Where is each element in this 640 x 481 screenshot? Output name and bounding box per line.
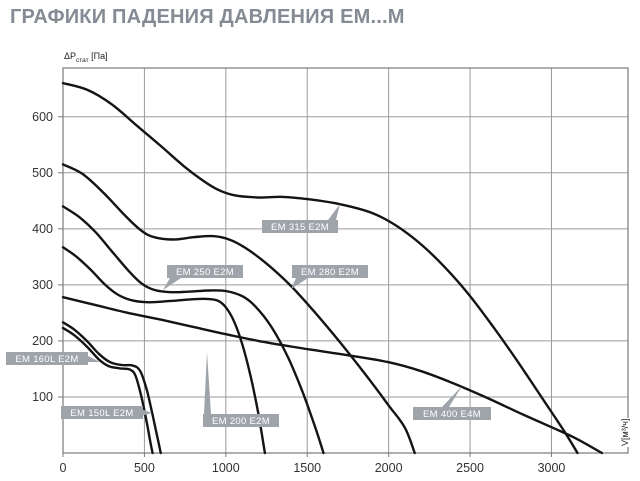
y-axis-label-symbol: ΔP	[64, 51, 77, 61]
callout-label-em-280-e2m: EM 280 E2M	[301, 267, 359, 278]
y-tick-label-200: 200	[32, 334, 53, 348]
callout-pointer-em-150l-e2m	[141, 409, 152, 416]
curve-em-200-e2m	[61, 246, 267, 455]
x-tick-label-1000: 1000	[212, 461, 240, 475]
callout-pointer-em-250-e2m	[163, 278, 181, 290]
y-axis-label-unit: [Па]	[88, 51, 108, 61]
callout-label-em-250-e2m: EM 250 E2M	[176, 267, 234, 278]
callout-label-em-315-e2m: EM 315 E2M	[271, 222, 329, 233]
callout-box-em-200-e2m	[203, 414, 279, 427]
curve-em-150l-e2m	[61, 326, 154, 455]
curve-em-280-e2m	[61, 163, 416, 455]
callout-box-em-250-e2m	[167, 265, 243, 278]
x-tick-label-500: 500	[134, 461, 155, 475]
callout-label-em-160l-e2m: EM 160L E2M	[15, 354, 78, 365]
x-tick-label-0: 0	[60, 461, 67, 475]
callout-pointer-em-315-e2m	[328, 204, 340, 220]
curve-em-160l-e2m	[61, 321, 162, 455]
y-axis-label-subscript: стат	[76, 56, 89, 64]
callout-label-em-150l-e2m: EM 150L E2M	[70, 408, 133, 419]
x-axis-label: V[м³/ч]	[620, 417, 630, 447]
x-tick-label-2500: 2500	[456, 461, 484, 475]
callout-box-em-315-e2m	[262, 220, 338, 233]
curve-em-250-e2m	[61, 205, 325, 455]
callout-box-em-280-e2m	[292, 265, 368, 278]
callout-box-em-400-e4m	[413, 407, 491, 420]
callout-label-em-200-e2m: EM 200 E2M	[212, 416, 270, 427]
plot-border	[62, 67, 629, 454]
x-tick-label-3000: 3000	[538, 461, 566, 475]
y-tick-label-100: 100	[32, 390, 53, 404]
y-tick-label-400: 400	[32, 222, 53, 236]
y-tick-label-600: 600	[32, 110, 53, 124]
callout-label-em-400-e4m: EM 400 E4M	[423, 409, 481, 420]
callout-box-em-150l-e2m	[61, 406, 143, 419]
callout-pointer-em-200-e2m	[204, 352, 211, 414]
callout-pointer-em-400-e4m	[442, 386, 462, 407]
x-tick-label-1500: 1500	[293, 461, 321, 475]
y-axis-label: ΔPстат [Па]	[62, 51, 110, 64]
y-tick-label-300: 300	[32, 278, 53, 292]
callout-box-em-160l-e2m	[6, 352, 88, 365]
callout-pointer-em-280-e2m	[291, 278, 308, 289]
x-tick-label-2000: 2000	[375, 461, 403, 475]
curve-em-315-e2m	[61, 81, 579, 455]
page-title: ГРАФИКИ ПАДЕНИЯ ДАВЛЕНИЯ EM...M	[10, 6, 405, 28]
callout-pointer-em-160l-e2m	[86, 355, 100, 362]
curve-em-400-e4m	[61, 296, 604, 455]
y-tick-label-500: 500	[32, 166, 53, 180]
